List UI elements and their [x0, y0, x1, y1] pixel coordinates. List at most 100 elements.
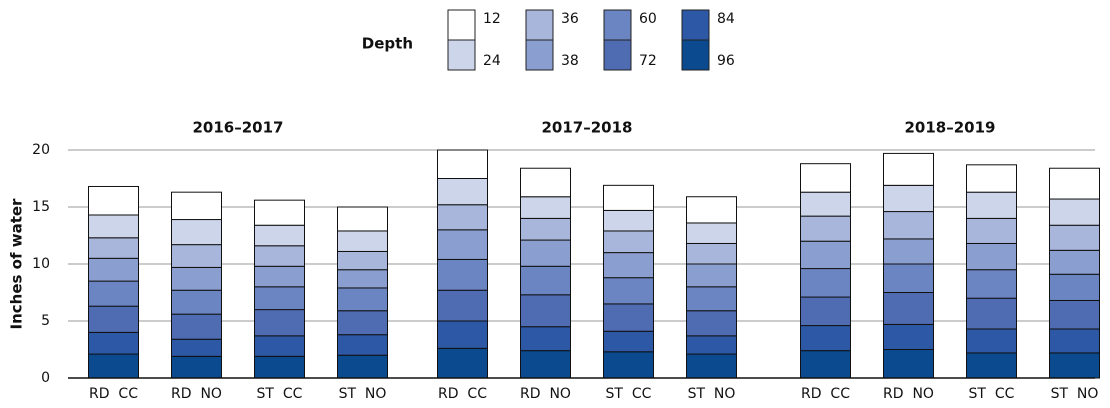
bar-segment: [437, 178, 488, 206]
y-tick-label: 0: [41, 370, 50, 386]
bar-segment: [1049, 249, 1100, 275]
bar-segment: [686, 335, 737, 355]
bar-segment: [254, 335, 305, 357]
bar-segment: [883, 238, 934, 265]
bar-segment: [254, 265, 305, 288]
bar-segment: [800, 296, 851, 327]
bar-segment: [171, 244, 222, 268]
panel-title: 2016–2017: [193, 119, 284, 137]
bar-segment: [520, 265, 571, 296]
bar-segment: [800, 215, 851, 242]
legend-swatch: [447, 39, 476, 71]
bar-segment: [337, 354, 388, 379]
bar-segment: [883, 184, 934, 213]
bar-segment: [520, 350, 571, 379]
x-tick-label: ST NO: [339, 386, 387, 402]
bar-segment: [603, 252, 654, 279]
bar-segment: [254, 199, 305, 226]
bar-segment: [520, 217, 571, 241]
y-tick-label: 10: [32, 256, 50, 272]
bar-segment: [883, 263, 934, 293]
bar-segment: [603, 230, 654, 254]
bar-segment: [966, 328, 1017, 354]
bar-segment: [520, 294, 571, 328]
legend-label: 24: [483, 53, 501, 69]
x-tick-label: RD NO: [883, 386, 934, 402]
x-tick-label: RD NO: [171, 386, 222, 402]
bar-segment: [800, 325, 851, 352]
bar-segment: [254, 286, 305, 311]
bar-segment: [254, 224, 305, 247]
bar-segment: [437, 204, 488, 231]
bar-segment: [603, 277, 654, 305]
bar-segment: [520, 196, 571, 219]
bar-segment: [254, 245, 305, 267]
legend-swatch: [525, 9, 554, 41]
bar-segment: [88, 353, 139, 379]
bar-segment: [1049, 273, 1100, 301]
bar-segment: [883, 152, 934, 186]
legend-label: 84: [717, 11, 735, 27]
bar-segment: [1049, 299, 1100, 330]
bar-segment: [337, 250, 388, 271]
y-tick-label: 15: [32, 199, 50, 215]
bar-segment: [966, 352, 1017, 379]
legend-label: 72: [639, 53, 657, 69]
bar-segment: [88, 280, 139, 307]
bar-segment: [88, 331, 139, 355]
bar-segment: [171, 191, 222, 221]
x-tick-label: ST NO: [1051, 386, 1099, 402]
legend-label: 60: [639, 11, 657, 27]
bar-segment: [337, 206, 388, 232]
bar-segment: [1049, 167, 1100, 200]
bar-segment: [800, 163, 851, 193]
bar-segment: [171, 266, 222, 291]
legend-swatch: [603, 9, 632, 41]
bar-segment: [171, 219, 222, 246]
bar-segment: [337, 269, 388, 289]
y-tick-label: 5: [41, 313, 50, 329]
bar-segment: [88, 214, 139, 239]
panel-title: 2018–2019: [905, 119, 996, 137]
legend-title: Depth: [362, 35, 413, 53]
bar-segment: [603, 184, 654, 211]
bar-segment: [437, 347, 488, 379]
legend-label: 12: [483, 11, 501, 27]
bar-segment: [800, 268, 851, 298]
bar-segment: [800, 191, 851, 217]
bar-segment: [1049, 198, 1100, 226]
legend-swatch: [681, 9, 710, 41]
bar-segment: [966, 191, 1017, 219]
bar-segment: [171, 313, 222, 340]
bar-segment: [88, 257, 139, 282]
bar-segment: [254, 355, 305, 379]
bar-segment: [966, 297, 1017, 330]
bar-segment: [966, 269, 1017, 299]
bar-segment: [171, 355, 222, 379]
x-tick-label: ST CC: [257, 386, 303, 402]
x-tick-label: ST CC: [606, 386, 652, 402]
bar-segment: [686, 196, 737, 224]
bar-segment: [686, 242, 737, 265]
bar-segment: [337, 287, 388, 312]
bar-segment: [171, 338, 222, 357]
bar-segment: [520, 167, 571, 198]
x-tick-label: ST NO: [688, 386, 736, 402]
bar-segment: [966, 217, 1017, 244]
legend-label: 38: [561, 53, 579, 69]
legend-label: 96: [717, 53, 735, 69]
legend-swatch: [681, 39, 710, 71]
bar-segment: [686, 263, 737, 288]
legend-swatch: [447, 9, 476, 41]
bar-segment: [88, 185, 139, 216]
bar-segment: [800, 350, 851, 379]
bar-segment: [603, 330, 654, 353]
x-tick-label: RD CC: [438, 386, 487, 402]
bar-segment: [171, 289, 222, 315]
bar-segment: [437, 229, 488, 260]
bar-segment: [686, 222, 737, 244]
bar-segment: [883, 292, 934, 325]
bar-segment: [686, 286, 737, 312]
bar-segment: [437, 258, 488, 291]
